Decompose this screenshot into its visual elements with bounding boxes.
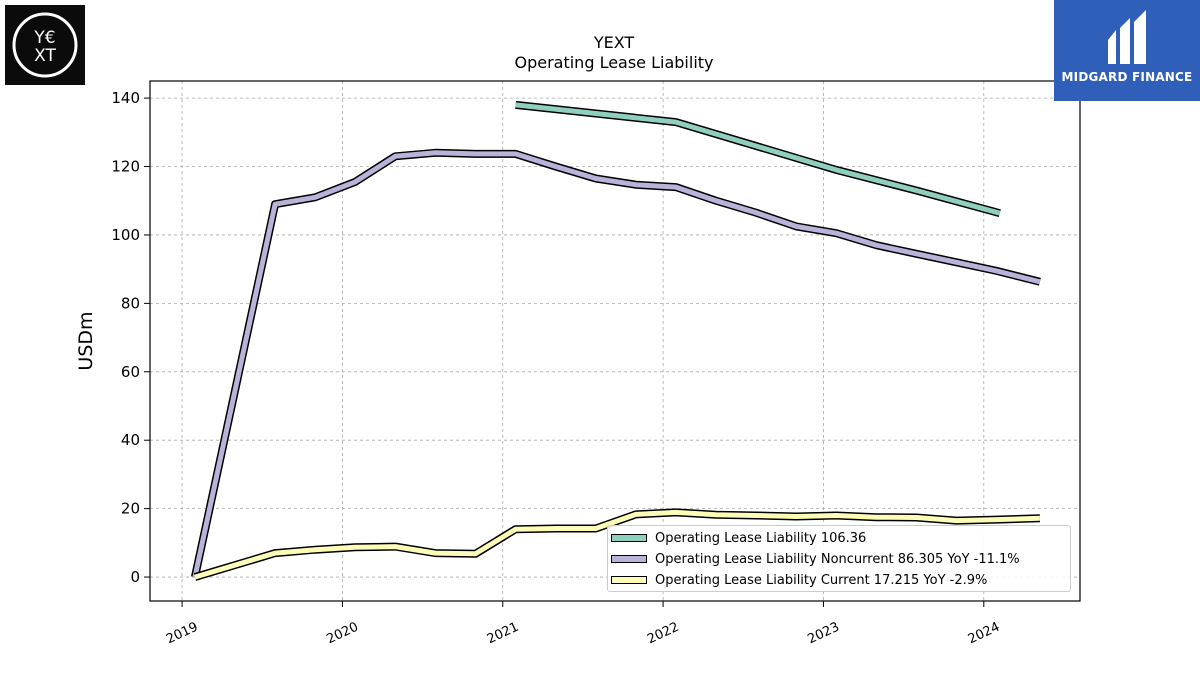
legend-swatch-noncurrent (611, 555, 647, 563)
legend-label-noncurrent: Operating Lease Liability Noncurrent 86.… (655, 551, 1020, 567)
x-tick-label: 2021 (485, 620, 521, 648)
series-line-1 (515, 102, 1001, 216)
x-tick-label: 2020 (324, 620, 360, 648)
midgard-finance-logo: MIDGARD FINANCE (1054, 0, 1200, 101)
legend-item-total: Operating Lease Liability 106.36 (608, 528, 866, 548)
y-tick-label: 0 (130, 568, 140, 586)
legend-item-noncurrent: Operating Lease Liability Noncurrent 86.… (608, 549, 1020, 569)
series-line-1-outline (515, 100, 1001, 218)
legend-swatch-current (611, 576, 647, 584)
svg-text:XT: XT (34, 46, 56, 66)
y-axis-label: USDm (75, 311, 97, 370)
chart-title: YEXT (593, 33, 635, 52)
series-line-2-outline (190, 148, 1041, 578)
svg-text:Y€: Y€ (33, 28, 55, 48)
x-tick-label: 2023 (805, 620, 841, 648)
legend-label-total: Operating Lease Liability 106.36 (655, 530, 867, 546)
y-tick-label: 120 (111, 158, 140, 176)
y-tick-label: 40 (121, 431, 140, 449)
series-layer (190, 100, 1041, 581)
legend: Operating Lease Liability 106.36 Operati… (607, 525, 1071, 592)
brand-name: MIDGARD FINANCE (1061, 70, 1193, 84)
x-tick-label: 2024 (966, 620, 1002, 648)
yext-logo: Y€ XT (5, 5, 85, 85)
y-tick-label: 20 (121, 500, 140, 518)
plot-frame (149, 80, 1081, 602)
series-line-2 (192, 150, 1041, 578)
legend-item-current: Operating Lease Liability Current 17.215… (608, 570, 987, 590)
x-tick-label: 2019 (164, 620, 200, 648)
x-tick-label: 2022 (645, 620, 681, 648)
series-line-3 (194, 509, 1040, 580)
y-tick-label: 140 (111, 89, 140, 107)
legend-label-current: Operating Lease Liability Current 17.215… (655, 572, 988, 588)
midgard-logo-icon (1108, 10, 1146, 64)
yext-logo-icon: Y€ XT (12, 12, 78, 78)
y-tick-label: 80 (121, 294, 140, 312)
y-tick-label: 100 (111, 226, 140, 244)
legend-swatch-total (611, 534, 647, 542)
chart-subtitle: Operating Lease Liability (514, 53, 713, 72)
y-tick-label: 60 (121, 363, 140, 381)
